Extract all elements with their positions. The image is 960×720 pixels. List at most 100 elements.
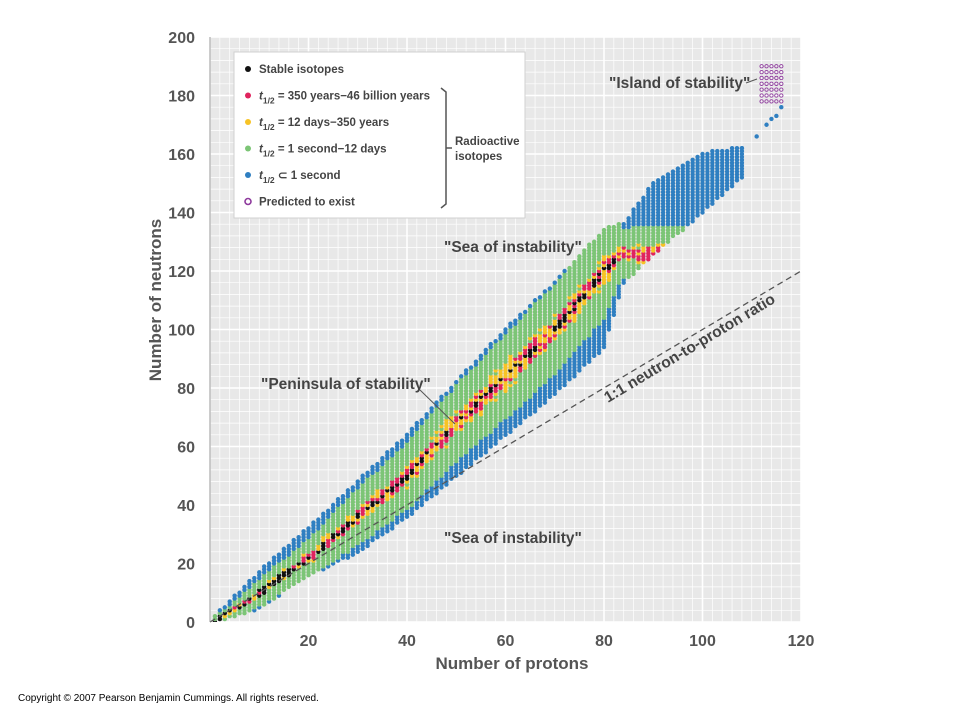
predicted-point [769,93,774,98]
isotope-point [498,333,503,338]
predicted-point [764,87,769,92]
isotope-point [340,494,346,499]
isotope-point [350,485,356,490]
predicted-point [764,93,769,98]
isotope-point [276,552,282,557]
predicted-point [774,93,779,98]
isotope-point [365,470,370,476]
isotope-point [660,175,666,180]
isotope-point [217,608,223,613]
predicted-point [759,75,764,81]
isotope-point [646,186,651,192]
y-tick-label: 20 [177,557,195,574]
superheavy-point [769,116,774,122]
predicted-point [774,87,779,92]
isotope-point [695,154,700,160]
isotope-point [355,479,360,484]
isotope-point [596,233,602,239]
isotope-point [409,426,415,432]
predicted-point [774,81,779,86]
isotope-point [518,312,523,318]
isotope-point [577,254,582,259]
isotope-point [375,461,380,467]
predicted-point [779,64,784,69]
annotation-island: "Island of stability" [609,75,750,92]
isotope-point [582,248,587,253]
x-tick-label: 20 [300,633,318,650]
predicted-point [764,69,769,75]
predicted-point [759,99,764,104]
legend-label: Stable isotopes [259,64,344,76]
annotation-island-leader [745,78,758,84]
isotope-point [557,274,562,280]
isotope-point [454,379,459,385]
x-axis-title: Number of protons [436,654,589,673]
isotope-point [296,534,301,540]
isotope-point [527,303,533,309]
isotope-point [311,520,316,525]
superheavy-point [779,105,784,110]
predicted-point [759,64,764,69]
isotope-point [523,309,528,315]
superheavy-point [764,122,769,127]
isotope-point [449,385,454,391]
legend-marker [245,172,251,178]
predicted-point [779,93,784,98]
isotope-point [513,318,518,323]
legend-box [233,51,526,219]
isotope-point [444,391,449,397]
isotope-point [257,570,262,575]
isotope-point [729,145,735,151]
superheavy-point [774,113,779,119]
predicted-point [769,69,774,75]
isotope-point [271,555,277,560]
isotope-point [720,148,725,154]
legend-label: t1/2 = 1 second−12 days [259,144,387,159]
predicted-point [769,99,774,104]
isotope-point [715,148,720,154]
predicted-point [774,99,779,104]
isotope-point [655,178,661,183]
superheavy-point [724,157,730,163]
isotope-point [261,564,267,569]
isotope-point [429,406,434,411]
legend-label: t1/2 = 12 days−350 years [259,117,389,132]
predicted-point [769,64,774,69]
predicted-point [764,64,769,69]
predicted-point [759,87,764,92]
isotope-point [424,412,429,417]
isotope-point [326,508,331,514]
y-tick-label: 0 [186,615,195,632]
annotation-peninsula: "Peninsula of stability" [261,376,431,393]
isotope-point [306,526,311,531]
y-tick-label: 140 [168,206,195,223]
isotope-point [606,224,612,230]
isotope-point [670,169,676,174]
isotope-point [478,353,484,359]
isotope-point [247,578,252,584]
annotation-sea-bottom: "Sea of instability" [444,530,582,547]
annotation-peninsula-leader [419,389,456,425]
isotope-point [680,163,685,168]
predicted-point [779,81,784,86]
isotope-point [493,339,498,344]
x-tick-label: 100 [689,633,716,650]
isotope-point [621,222,626,227]
isotope-point [458,374,464,379]
isotope-point [330,502,336,508]
isotope-point [532,298,538,303]
ratio-reference-line [209,270,802,623]
predicted-point [769,81,774,86]
legend-label: t1/2 ⊂ 1 second [259,170,341,185]
isotope-point [641,195,646,201]
y-axis-title: Number of neutrons [146,219,165,381]
isotope-point [291,537,296,543]
y-tick-label: 100 [168,323,195,340]
isotope-point [252,575,257,581]
isotope-point [468,365,474,370]
isotope-point [281,546,287,552]
isotope-point [675,166,681,171]
legend: Stable isotopes t1/2 = 350 years−46 billi… [233,51,526,219]
isotope-point [567,265,572,271]
